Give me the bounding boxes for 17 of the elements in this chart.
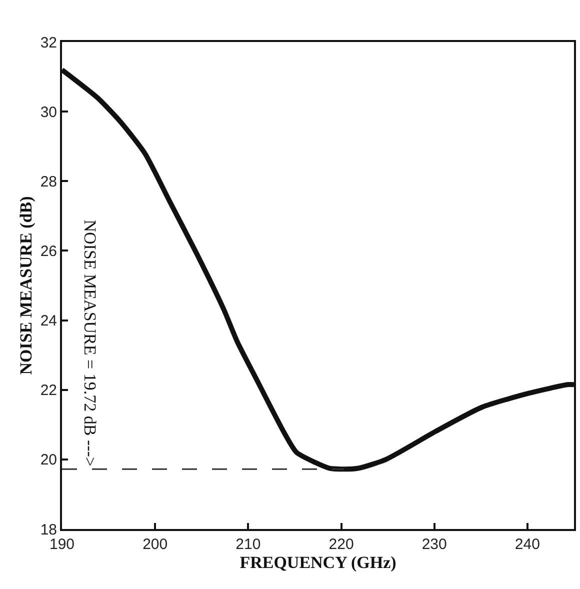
- y-axis-title: NOISE MEASURE (dB): [16, 196, 36, 375]
- y-tick-label: 20: [40, 452, 57, 469]
- y-tick-label: 28: [40, 173, 57, 190]
- y-tick-label: 26: [40, 242, 57, 260]
- y-tick-label: 22: [40, 382, 57, 400]
- y-tick-label: 30: [40, 104, 57, 121]
- x-tick-label: 220: [328, 536, 354, 553]
- x-tick-label: 210: [236, 536, 261, 553]
- y-tick-label: 32: [40, 34, 57, 52]
- y-tick-label: 24: [40, 312, 57, 330]
- annotation: NOISE MEASURE = 19.72 dB --->: [80, 220, 100, 467]
- y-tick-label: 18: [40, 521, 57, 538]
- x-axis-title: FREQUENCY (GHz): [240, 553, 396, 572]
- x-tick-label: 240: [514, 536, 540, 553]
- x-tick-label: 190: [49, 536, 75, 553]
- x-tick-label: 230: [422, 536, 447, 553]
- x-tick-label: 200: [142, 536, 168, 553]
